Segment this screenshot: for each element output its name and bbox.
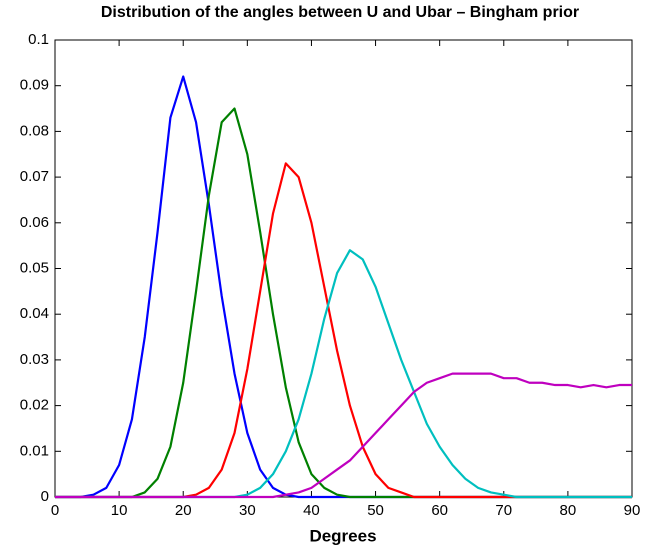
x-tick-label: 0 [51,502,59,519]
y-tick-label: 0.03 [20,351,49,368]
series-line [55,372,632,499]
x-tick-label: 20 [175,502,192,519]
y-tick-label: 0.1 [28,31,49,48]
x-tick-label: 40 [303,502,320,519]
y-tick-label: 0.02 [20,397,49,414]
chart-title: Distribution of the angles between U and… [101,4,579,21]
y-tick-label: 0.08 [20,122,49,139]
x-tick-label: 30 [239,502,256,519]
x-tick-label: 10 [111,502,128,519]
x-tick-label: 90 [624,502,641,519]
x-tick-label: 70 [495,502,512,519]
y-tick-label: 0.07 [20,168,49,185]
y-tick-label: 0.05 [20,259,49,276]
y-tick-label: 0.01 [20,442,49,459]
x-axis-label: Degrees [309,526,376,545]
y-tick-label: 0 [41,488,49,505]
x-tick-label: 50 [367,502,384,519]
y-tick-label: 0.04 [20,305,49,322]
y-tick-label: 0.09 [20,77,49,94]
y-tick-label: 0.06 [20,214,49,231]
x-tick-label: 60 [431,502,448,519]
x-tick-label: 80 [560,502,577,519]
